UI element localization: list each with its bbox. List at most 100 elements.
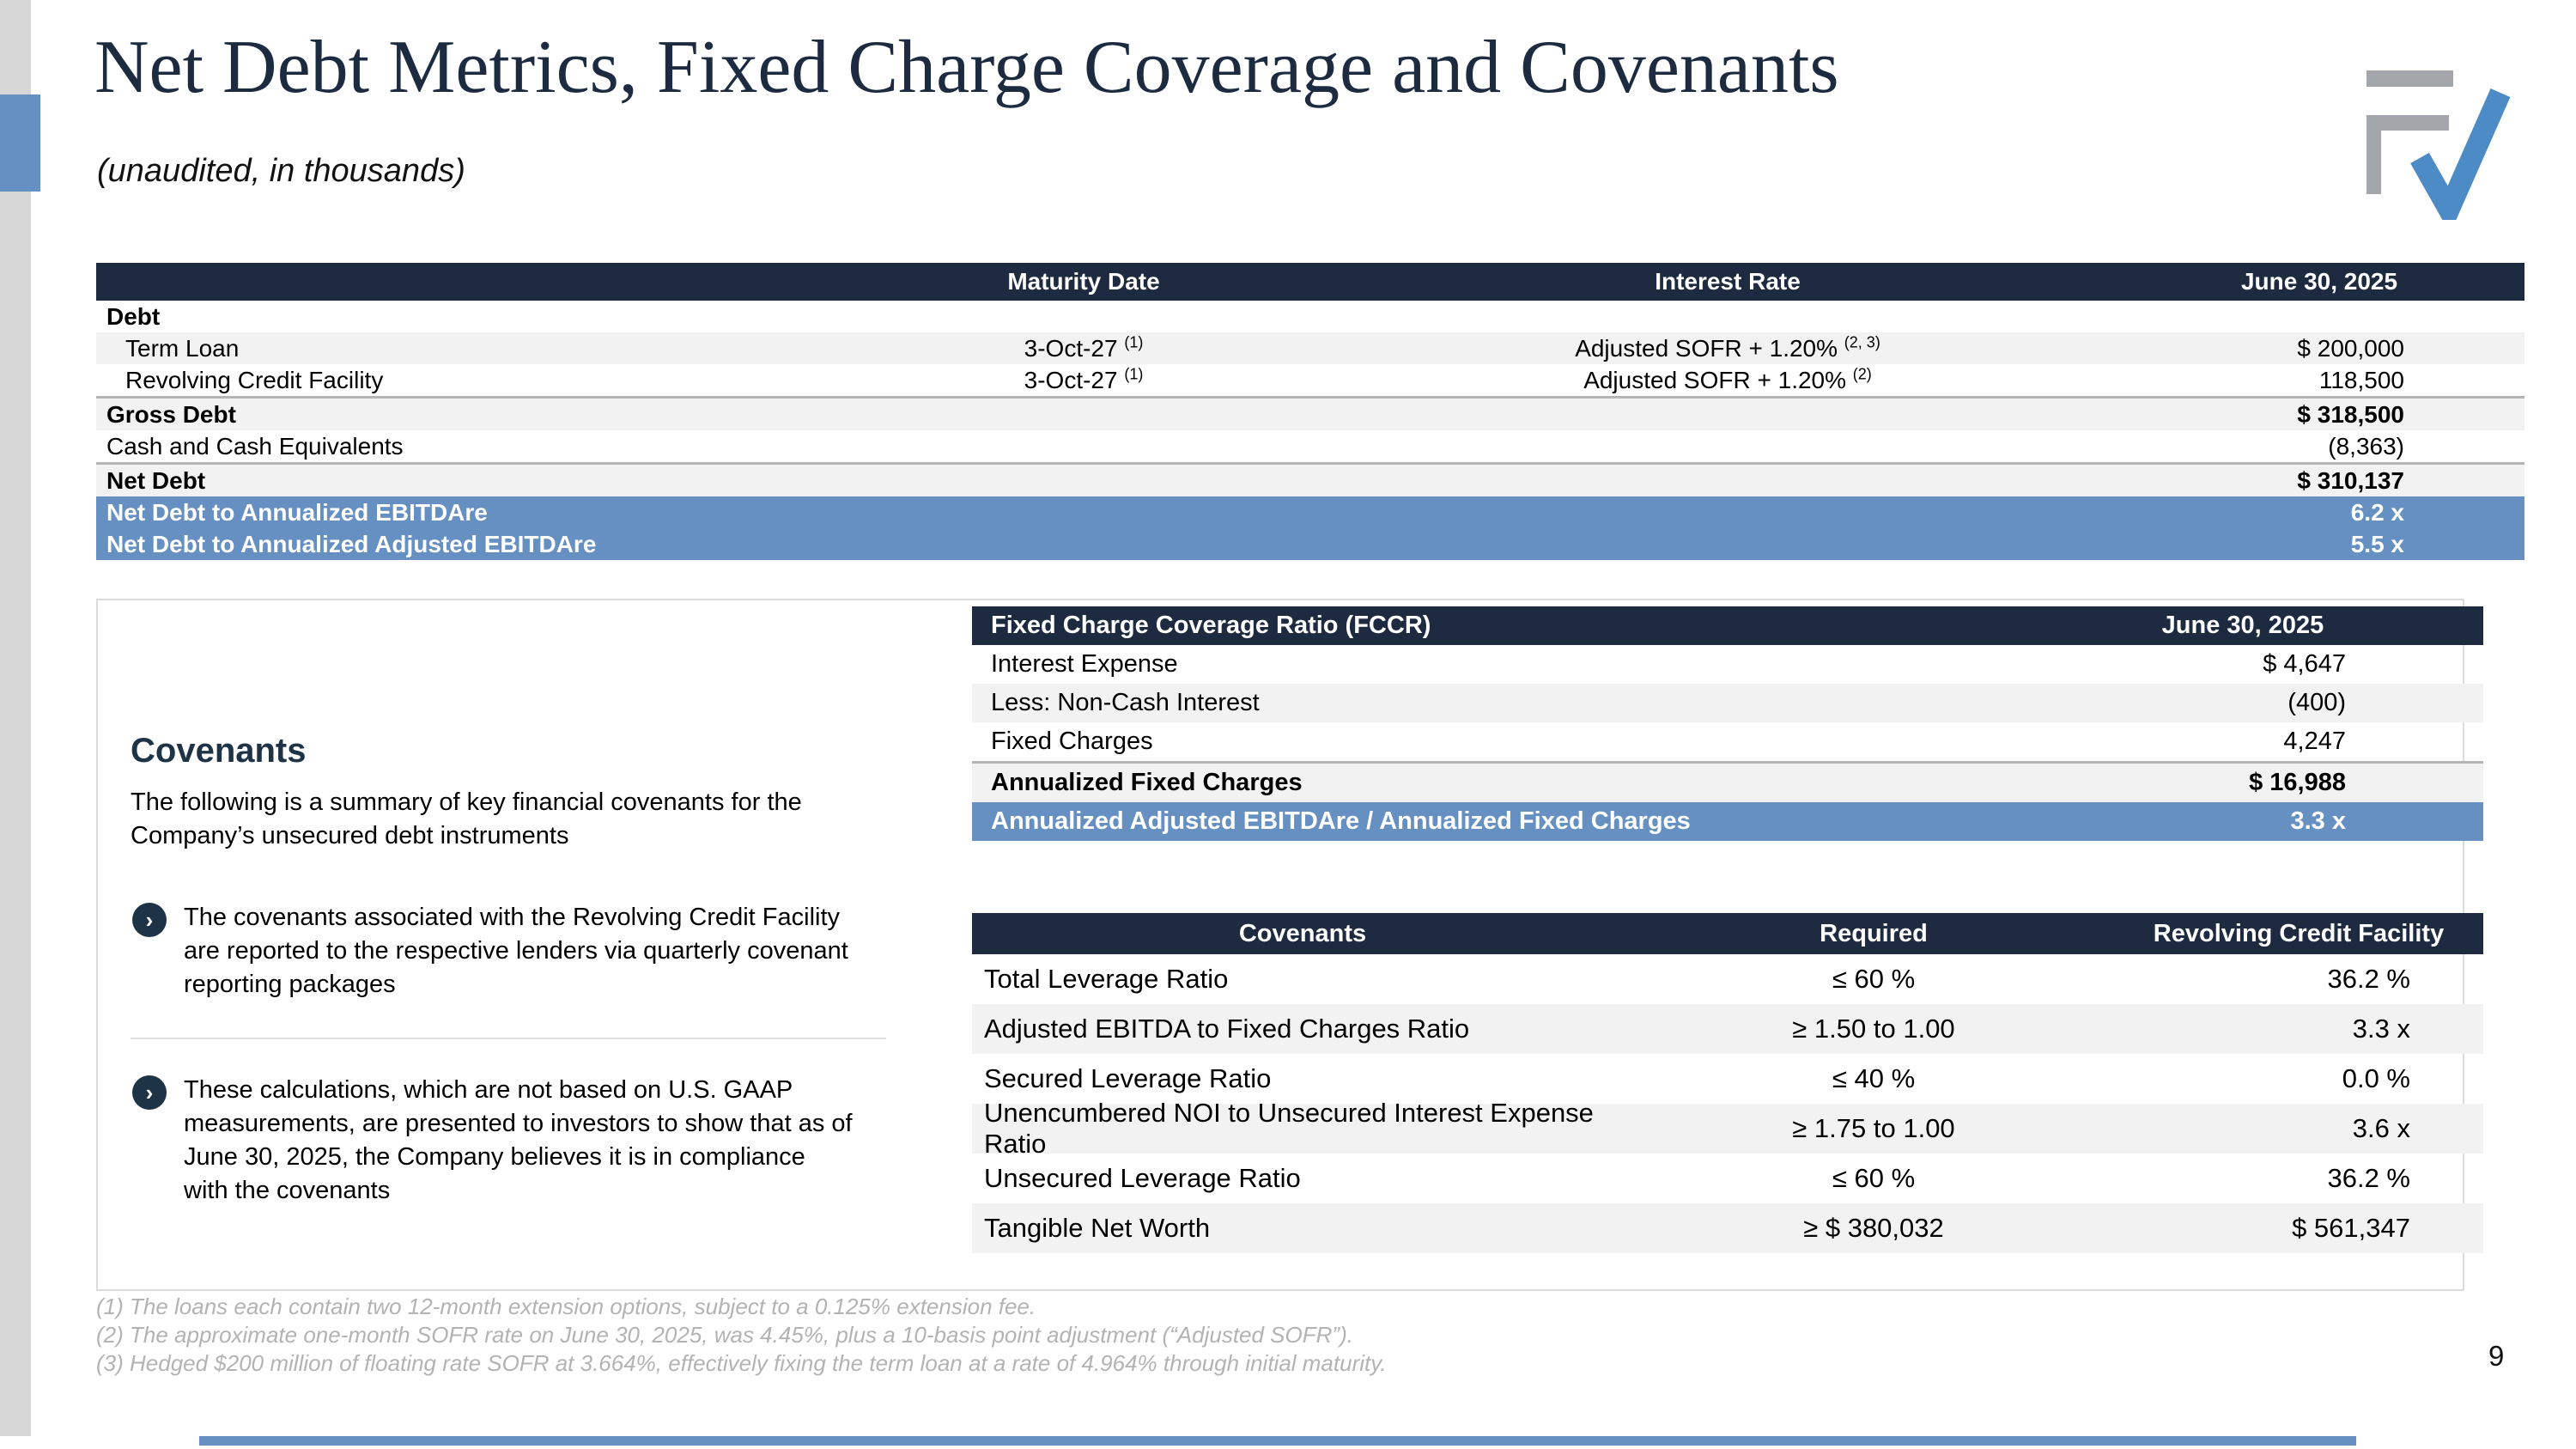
debt-header-maturity: Maturity Date <box>1007 268 1160 295</box>
covenants-heading: Covenants <box>131 732 307 770</box>
row-rcf: 36.2 % <box>2327 964 2410 994</box>
row-rcf: 3.3 x <box>2352 1014 2410 1044</box>
chevron-right-icon: › <box>132 903 167 937</box>
row-label: Annualized Adjusted EBITDAre / Annualize… <box>991 807 1691 835</box>
covenants-panel: Covenants The following is a summary of … <box>131 732 912 1208</box>
footnote-3: (3) Hedged $200 million of floating rate… <box>96 1350 1387 1376</box>
row-label: Debt <box>106 302 161 330</box>
table-row: Net Debt $ 310,137 <box>96 462 2524 496</box>
fccr-table-header: Fixed Charge Coverage Ratio (FCCR) June … <box>972 606 2483 645</box>
row-value: 3.3 x <box>2290 807 2347 835</box>
row-label: Gross Debt <box>106 400 236 428</box>
row-label: Revolving Credit Facility <box>125 366 384 393</box>
row-rate: Adjusted SOFR + 1.20% (2, 3) <box>1341 333 2114 362</box>
page-title: Net Debt Metrics, Fixed Charge Coverage … <box>94 26 1839 109</box>
row-label: Net Debt <box>106 466 206 494</box>
cov-header-rcf: Revolving Credit Facility <box>2153 919 2445 947</box>
row-label: Tangible Net Worth <box>984 1213 1211 1243</box>
row-required: ≥ 1.50 to 1.00 <box>1792 1014 1955 1044</box>
bullet-text: The covenants associated with the Revolv… <box>184 904 848 998</box>
table-row: Net Debt to Annualized EBITDAre 6.2 x <box>96 496 2524 528</box>
divider <box>131 1038 886 1039</box>
list-item: › The covenants associated with the Revo… <box>131 901 912 1002</box>
row-label: Interest Expense <box>991 650 1178 678</box>
left-gray-strip <box>0 0 31 1436</box>
table-row: Annualized Fixed Charges $ 16,988 <box>972 761 2483 802</box>
row-rcf: 3.6 x <box>2352 1113 2410 1143</box>
covenants-intro: The following is a summary of key financ… <box>131 788 802 849</box>
bottom-accent-bar <box>199 1436 2356 1446</box>
row-label: Annualized Fixed Charges <box>991 769 1303 796</box>
row-maturity: 3-Oct-27 (1) <box>826 365 1341 394</box>
debt-table: Maturity Date Interest Rate June 30, 202… <box>96 263 2524 560</box>
table-row: Less: Non-Cash Interest (400) <box>972 684 2483 722</box>
footnotes: (1) The loans each contain two 12-month … <box>96 1293 1387 1378</box>
row-label: Net Debt to Annualized Adjusted EBITDAre <box>106 530 597 557</box>
table-row: Interest Expense $ 4,647 <box>972 645 2483 684</box>
footnote-1: (1) The loans each contain two 12-month … <box>96 1294 1036 1319</box>
table-row: Adjusted EBITDA to Fixed Charges Ratio ≥… <box>972 1004 2483 1054</box>
row-value: 5.5 x <box>2350 530 2404 557</box>
row-value: (8,363) <box>2328 432 2404 460</box>
row-label: Less: Non-Cash Interest <box>991 689 1260 716</box>
fccr-table: Fixed Charge Coverage Ratio (FCCR) June … <box>972 606 2483 841</box>
row-label: Secured Leverage Ratio <box>984 1063 1272 1093</box>
row-required: ≥ $ 380,032 <box>1803 1213 1944 1243</box>
maturity-text: 3-Oct-27 <box>1024 366 1118 393</box>
cov-header-label: Covenants <box>1238 919 1367 947</box>
fccr-header-value: June 30, 2025 <box>2161 612 2324 639</box>
row-rcf: $ 561,347 <box>2292 1213 2410 1243</box>
row-label: Unsecured Leverage Ratio <box>984 1163 1301 1193</box>
row-value: $ 310,137 <box>2297 466 2404 494</box>
page-subtitle: (unaudited, in thousands) <box>97 153 465 189</box>
row-label: Fixed Charges <box>991 728 1153 755</box>
debt-header-value: June 30, 2025 <box>2240 268 2398 295</box>
footnote-ref: (2, 3) <box>1844 333 1880 351</box>
row-required: ≤ 60 % <box>1832 1163 1916 1193</box>
row-rcf: 0.0 % <box>2342 1063 2410 1093</box>
table-row: Tangible Net Worth ≥ $ 380,032 $ 561,347 <box>972 1203 2483 1253</box>
row-required: ≤ 40 % <box>1832 1063 1916 1093</box>
row-label: Total Leverage Ratio <box>984 964 1229 994</box>
row-label: Net Debt to Annualized EBITDAre <box>106 498 488 526</box>
company-fv-logo-icon <box>2366 70 2511 220</box>
rate-text: Adjusted SOFR + 1.20% <box>1583 366 1847 393</box>
page-number: 9 <box>2488 1340 2505 1372</box>
row-label: Unencumbered NOI to Unsecured Interest E… <box>984 1098 1594 1159</box>
footnote-ref: (2) <box>1852 365 1872 383</box>
row-value: 6.2 x <box>2350 498 2404 526</box>
row-value: 4,247 <box>2283 728 2346 755</box>
cov-header-required: Required <box>1820 919 1928 947</box>
covenants-table: Covenants Required Revolving Credit Faci… <box>972 913 2483 1253</box>
footnote-ref: (1) <box>1124 365 1144 383</box>
table-row: Annualized Adjusted EBITDAre / Annualize… <box>972 802 2483 841</box>
table-row: Cash and Cash Equivalents (8,363) <box>96 430 2524 462</box>
row-value: $ 4,647 <box>2263 650 2346 678</box>
row-value: (400) <box>2287 689 2346 716</box>
debt-header-rate: Interest Rate <box>1655 268 1801 295</box>
maturity-text: 3-Oct-27 <box>1024 334 1118 362</box>
chevron-right-icon: › <box>132 1075 167 1110</box>
row-value: $ 200,000 <box>2297 334 2404 362</box>
left-blue-accent <box>0 94 40 192</box>
debt-table-header: Maturity Date Interest Rate June 30, 202… <box>96 263 2524 301</box>
row-value: $ 318,500 <box>2297 400 2404 428</box>
footnote-2: (2) The approximate one-month SOFR rate … <box>96 1322 1353 1348</box>
rate-text: Adjusted SOFR + 1.20% <box>1575 334 1838 362</box>
row-required: ≤ 60 % <box>1832 964 1916 994</box>
row-label: Cash and Cash Equivalents <box>106 432 404 460</box>
table-row: Unsecured Leverage Ratio ≤ 60 % 36.2 % <box>972 1154 2483 1203</box>
bullet-text: These calculations, which are not based … <box>184 1076 853 1204</box>
table-row: Secured Leverage Ratio ≤ 40 % 0.0 % <box>972 1054 2483 1104</box>
table-row: Total Leverage Ratio ≤ 60 % 36.2 % <box>972 954 2483 1004</box>
row-value: 118,500 <box>2318 366 2404 393</box>
row-value: $ 16,988 <box>2249 769 2346 796</box>
row-required: ≥ 1.75 to 1.00 <box>1792 1113 1955 1143</box>
row-label: Adjusted EBITDA to Fixed Charges Ratio <box>984 1014 1470 1044</box>
footnote-ref: (1) <box>1124 333 1144 351</box>
table-row: Gross Debt $ 318,500 <box>96 396 2524 430</box>
list-item: › These calculations, which are not base… <box>131 1074 912 1208</box>
table-row: Fixed Charges 4,247 <box>972 722 2483 761</box>
table-row: Revolving Credit Facility 3-Oct-27 (1) A… <box>96 364 2524 396</box>
row-rate: Adjusted SOFR + 1.20% (2) <box>1341 365 2114 394</box>
